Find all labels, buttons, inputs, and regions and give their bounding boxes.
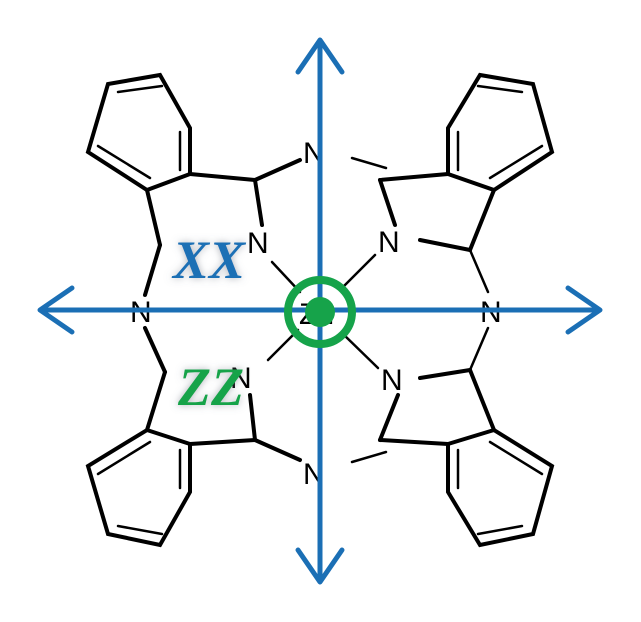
benzene-ring-top-right bbox=[446, 72, 555, 193]
pyrrole-frame-bottom-left bbox=[143, 326, 302, 462]
nitrogen-pyrrole-bottom-left: N bbox=[230, 362, 252, 395]
benzene-ring-top-left bbox=[85, 72, 192, 193]
nitrogen-pyrrole-bottom-right: N bbox=[381, 364, 403, 397]
benzene-ring-bottom-left bbox=[85, 427, 192, 548]
benzene-ring-bottom-right bbox=[446, 427, 555, 548]
nitrogen-pyrrole-top-left: N bbox=[247, 227, 269, 260]
pyrrole-frame-top-right bbox=[350, 156, 496, 294]
pyrrole-frame-top-left bbox=[143, 158, 302, 297]
pyrrole-frame-bottom-right bbox=[350, 326, 496, 464]
label-zz: ZZ bbox=[177, 357, 244, 417]
label-xx: XX bbox=[171, 230, 247, 290]
center-marker bbox=[284, 276, 356, 348]
nitrogen-pyrrole-top-right: N bbox=[378, 226, 400, 259]
